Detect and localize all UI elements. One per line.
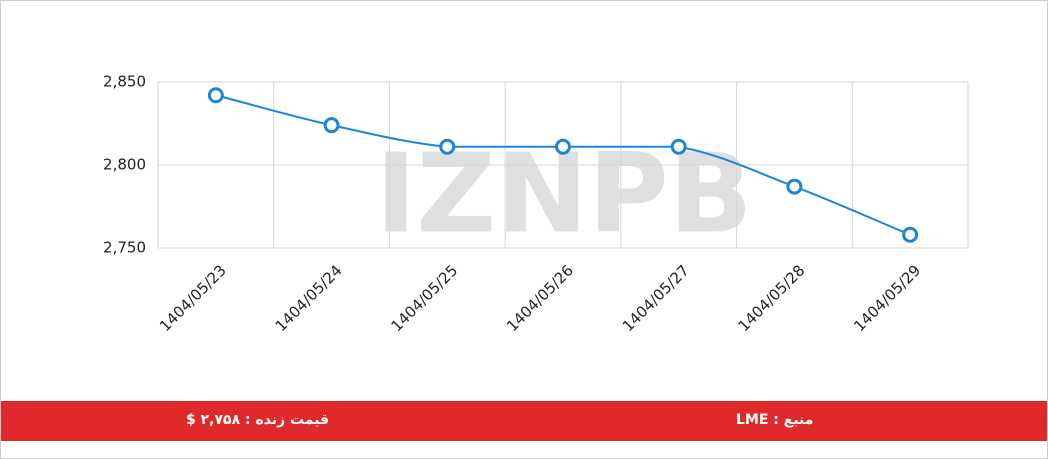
- point: [555, 138, 571, 155]
- x-tick-label: 1404/05/29: [850, 261, 924, 335]
- point: [670, 138, 687, 155]
- point: [786, 178, 803, 195]
- point: [207, 87, 224, 104]
- point: [323, 117, 340, 134]
- x-tick-label: 1404/05/24: [272, 261, 346, 335]
- point: [439, 138, 456, 155]
- y-tick-label: 2,850: [103, 73, 146, 91]
- x-tick-label: 1404/05/25: [387, 261, 461, 335]
- y-tick-label: 2,800: [103, 156, 146, 174]
- point: [902, 226, 919, 243]
- x-tick-label: 1404/05/28: [735, 261, 809, 335]
- live-price: قیمت زنده : ۲,۷۵۸ $: [186, 412, 330, 428]
- y-tick-label: 2,750: [103, 239, 146, 257]
- footer-bar: قیمت زنده : ۲,۷۵۸ $ منبع : LME: [1, 401, 1047, 441]
- x-tick-label: 1404/05/27: [619, 261, 693, 335]
- x-tick-label: 1404/05/23: [156, 261, 230, 335]
- source: منبع : LME: [736, 412, 814, 428]
- x-tick-label: 1404/05/26: [503, 261, 577, 335]
